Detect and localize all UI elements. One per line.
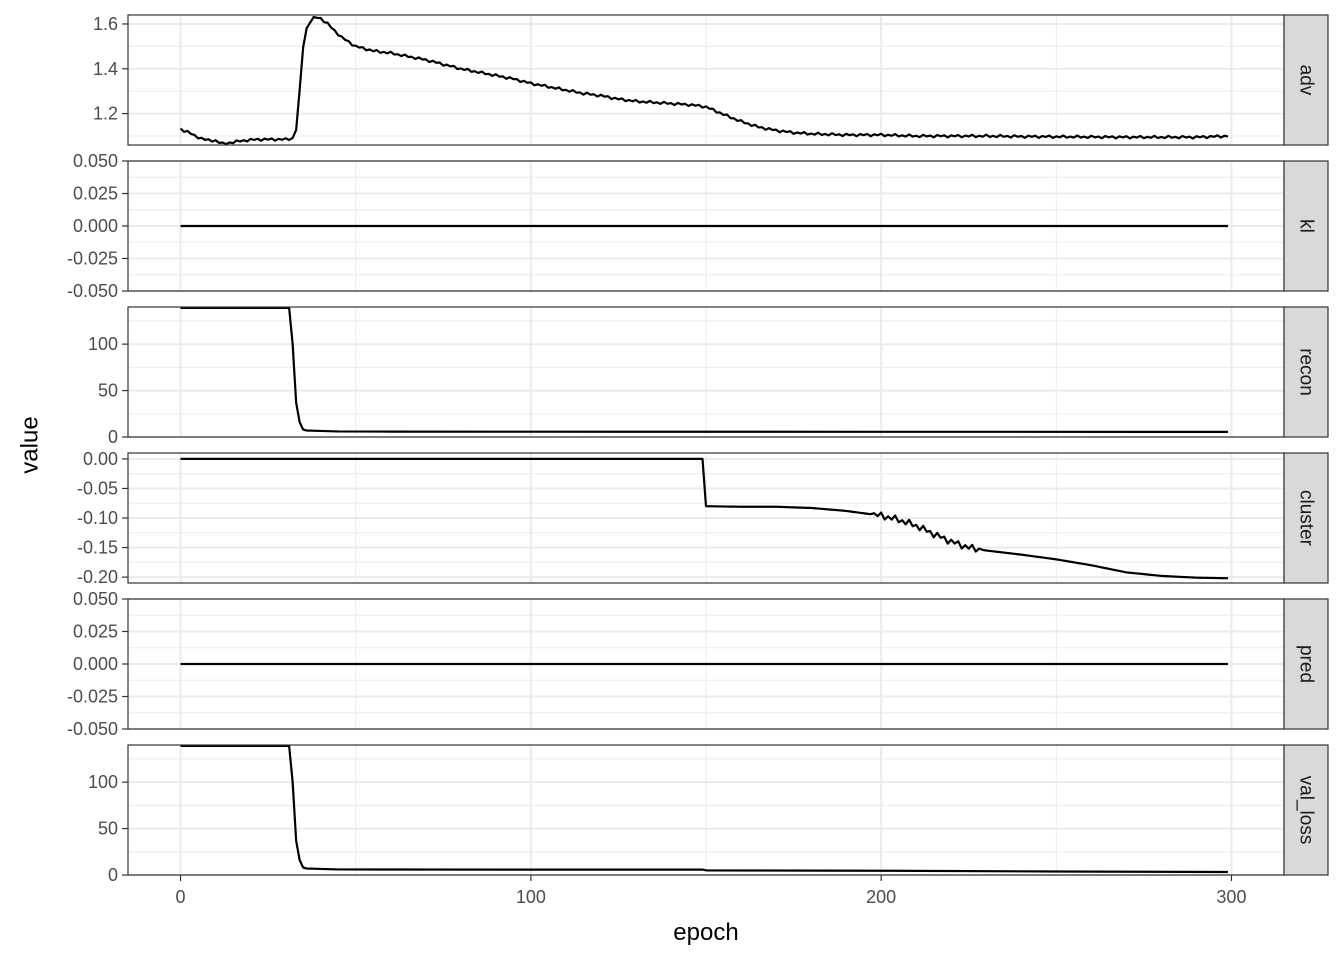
y-tick-label: 0.025 — [73, 622, 118, 642]
facet-strip — [1283, 452, 1329, 584]
y-tick-label: 100 — [88, 772, 118, 792]
panel-val_loss: 0 50 100 val_loss — [88, 744, 1329, 885]
facet-strip — [1283, 14, 1329, 146]
x-axis-title: epoch — [673, 919, 738, 946]
y-tick-label: -0.20 — [77, 567, 118, 587]
series-line-adv — [179, 15, 1229, 146]
panel-cluster: -0.20 -0.15 -0.10 -0.05 0.00 cluster — [77, 449, 1329, 587]
y-tick-label: -0.025 — [67, 249, 118, 269]
y-tick-label: 50 — [98, 819, 118, 839]
x-tick-label: 300 — [1216, 887, 1246, 907]
facet-label-adv: adv — [1296, 65, 1317, 96]
facet-strip — [1283, 744, 1329, 876]
x-tick-label: 0 — [176, 887, 186, 907]
panel-adv: 1.2 1.4 1.6 adv — [93, 14, 1329, 146]
y-tick-label: 0.050 — [73, 151, 118, 171]
x-axis: 0 100 200 300 — [176, 875, 1246, 907]
y-tick-label: 1.6 — [93, 14, 118, 34]
y-tick-label: 0 — [108, 865, 118, 885]
y-tick-label: 0.000 — [73, 654, 118, 674]
facet-label-pred: pred — [1296, 645, 1317, 683]
y-tick-label: 0.00 — [83, 449, 118, 469]
y-tick-label: -0.025 — [67, 687, 118, 707]
y-axis-title: value — [17, 416, 44, 473]
y-tick-label: 1.4 — [93, 59, 118, 79]
y-tick-label: -0.15 — [77, 538, 118, 558]
series-line-cluster — [180, 457, 1228, 580]
y-tick-label: 1.2 — [93, 104, 118, 124]
facet-strip — [1283, 160, 1329, 292]
y-tick-label: -0.10 — [77, 508, 118, 528]
facet-strip — [1283, 306, 1329, 438]
y-tick-label: 0.025 — [73, 184, 118, 204]
y-tick-label: -0.05 — [77, 478, 118, 498]
panel-pred: -0.050 -0.025 0.000 0.025 0.050 pred — [67, 589, 1329, 739]
y-tick-label: 50 — [98, 381, 118, 401]
facet-strip — [1283, 598, 1329, 730]
facet-label-kl: kl — [1296, 219, 1317, 233]
y-tick-label: 0.050 — [73, 589, 118, 609]
facet-panels: 1.21.41.6adv-0.050-0.0250.0000.0250.050k… — [67, 14, 1329, 885]
panel-kl: -0.050 -0.025 0.000 0.025 0.050 kl — [67, 151, 1329, 301]
y-tick-label: -0.050 — [67, 719, 118, 739]
x-tick-label: 200 — [866, 887, 896, 907]
facet-label-val_loss: val_loss — [1296, 776, 1317, 845]
facet-label-cluster: cluster — [1296, 490, 1317, 547]
y-tick-label: 100 — [88, 334, 118, 354]
y-tick-label: -0.050 — [67, 281, 118, 301]
facet-label-recon: recon — [1296, 348, 1317, 396]
x-tick-label: 100 — [516, 887, 546, 907]
y-tick-label: 0 — [108, 427, 118, 447]
series-line-recon — [180, 306, 1228, 433]
series-line-val_loss — [180, 744, 1228, 874]
panel-recon: 0 50 100 recon — [88, 306, 1329, 447]
y-tick-label: 0.000 — [73, 216, 118, 236]
